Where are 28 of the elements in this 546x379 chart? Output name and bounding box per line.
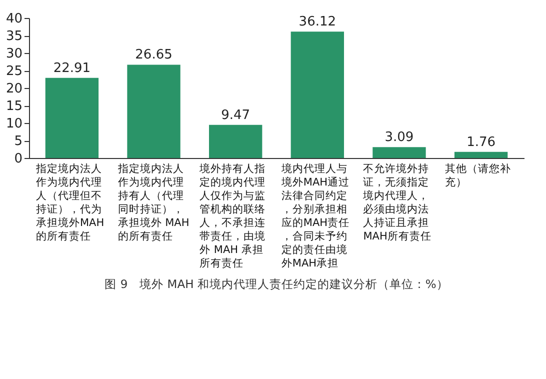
bar — [209, 124, 262, 158]
text: 图 9 境外 MAH 和境内代理人责任约定的建议分析（单位：%） — [104, 277, 448, 291]
data-label: 36.12 — [298, 14, 336, 30]
x-tick-label: 指定境内法人作为境内代理持有人（代理同时持证），承担境外 MAH 的所有责任 — [116, 162, 190, 242]
bar — [372, 147, 426, 158]
data-label: 26.65 — [135, 48, 172, 63]
y-tick-label: 5 — [14, 134, 22, 149]
y-tick-label: 25 — [6, 64, 22, 79]
data-label: 22.91 — [53, 60, 91, 76]
y-tick-label: 15 — [6, 99, 22, 114]
y-tick-label: 0 — [14, 152, 22, 166]
y-tick-label: 40 — [6, 12, 22, 26]
x-tick-label: 境内代理人与境外MAH通过法律合同约定，分别承担相应的MAH责任，合同未予约定的责任由境外MAH承担 — [280, 162, 350, 270]
data-label: 1.76 — [466, 134, 496, 150]
x-tick-label: 境外持有人指定的境内代理人仅作为与监管机构的联络人，不承担连带责任，由境外 MAH 承担所有责任 — [198, 162, 266, 270]
data-label: 3.09 — [384, 130, 414, 146]
x-tick-label: 不允许境外持证，无须指定境内代理人，必须由境内法人持证且承担MAH所有责任 — [362, 162, 432, 242]
bar — [290, 32, 344, 158]
bar — [45, 78, 99, 158]
y-tick-label: 30 — [6, 46, 22, 62]
bar — [127, 64, 180, 158]
data-label: 9.47 — [221, 108, 250, 123]
y-tick-label: 35 — [6, 29, 22, 44]
x-tick-label: 其他（请您补充） — [445, 162, 512, 188]
bar — [454, 152, 508, 158]
x-tick-label: 指定境内法人作为境内代理人（代理但不持证），代为承担境外MAH的所有责任 — [34, 162, 104, 242]
y-tick-label: 10 — [6, 116, 22, 132]
y-tick-label: 20 — [6, 82, 22, 96]
